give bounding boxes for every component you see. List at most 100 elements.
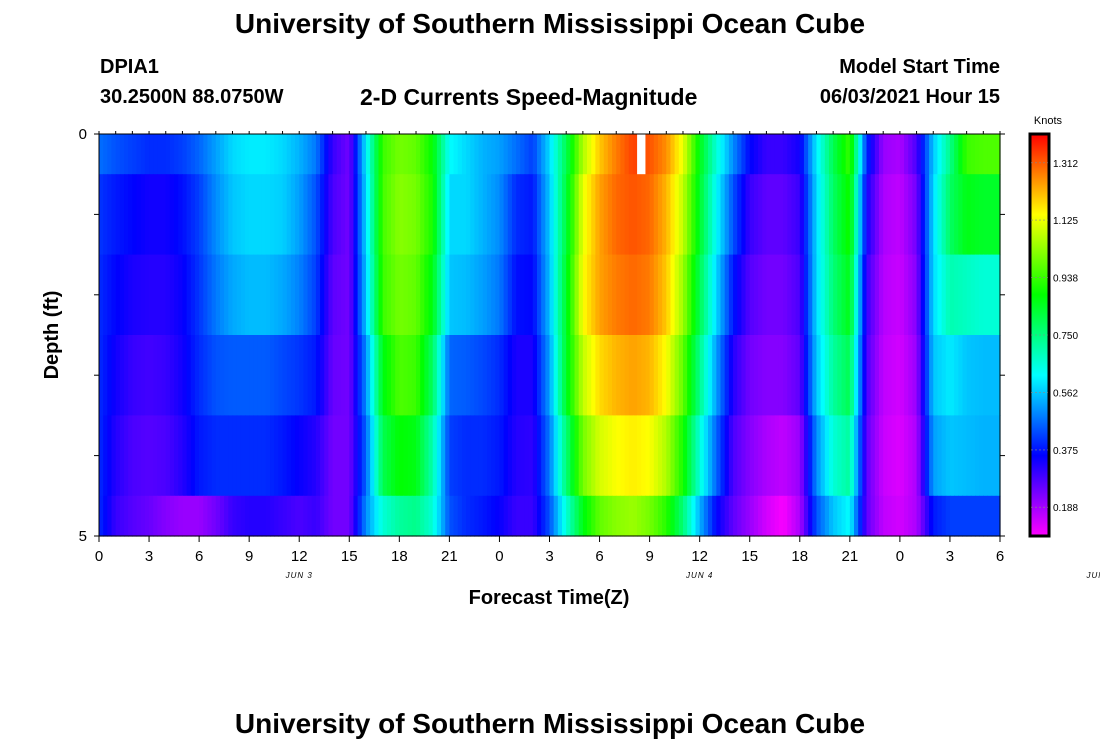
heatmap-cell bbox=[949, 174, 955, 256]
heatmap-cell bbox=[270, 174, 275, 256]
heatmap-cell bbox=[520, 134, 526, 175]
heatmap-cell bbox=[879, 415, 884, 497]
heatmap-cell bbox=[232, 335, 238, 416]
heatmap-cell bbox=[441, 134, 446, 175]
heatmap-cell bbox=[378, 254, 384, 336]
heatmap-cell bbox=[416, 134, 421, 175]
heatmap-cell bbox=[441, 415, 446, 497]
heatmap-cell bbox=[245, 335, 250, 416]
heatmap-cell bbox=[416, 415, 421, 497]
heatmap-cell bbox=[607, 134, 613, 175]
heatmap-cell bbox=[691, 174, 697, 256]
heatmap-cell bbox=[495, 415, 501, 497]
heatmap-cell bbox=[983, 415, 989, 497]
heatmap-cell bbox=[758, 134, 763, 175]
x-tick-label: 18 bbox=[791, 548, 808, 565]
heatmap-cell bbox=[528, 415, 534, 497]
heatmap-cell bbox=[403, 495, 409, 537]
heatmap-cell bbox=[328, 134, 334, 175]
heatmap-cell bbox=[983, 254, 989, 336]
heatmap-cell bbox=[441, 254, 446, 336]
heatmap-cell bbox=[274, 495, 279, 537]
heatmap-cell bbox=[666, 335, 672, 416]
heatmap-cell bbox=[345, 254, 350, 336]
heatmap-cell bbox=[386, 415, 392, 497]
heatmap-cell bbox=[858, 134, 863, 175]
heatmap-cell bbox=[949, 415, 955, 497]
heatmap-cell bbox=[178, 495, 184, 537]
heatmap-cell bbox=[228, 174, 234, 256]
heatmap-cell bbox=[816, 174, 822, 256]
heatmap-cell bbox=[224, 254, 229, 336]
heatmap-cell bbox=[303, 495, 309, 537]
heatmap-cell bbox=[103, 335, 108, 416]
heatmap-cell bbox=[728, 134, 734, 175]
heatmap-cell bbox=[883, 174, 888, 256]
heatmap-cell bbox=[240, 134, 246, 175]
heatmap-cell bbox=[991, 335, 997, 416]
heatmap-cell bbox=[758, 254, 763, 336]
heatmap-cell bbox=[111, 495, 117, 537]
heatmap-cell bbox=[311, 415, 317, 497]
heatmap-cell bbox=[245, 254, 250, 336]
heatmap-cell bbox=[841, 254, 847, 336]
heatmap-cell bbox=[745, 335, 751, 416]
heatmap-cell bbox=[424, 174, 430, 256]
heatmap-cell bbox=[536, 495, 542, 537]
heatmap-cell bbox=[624, 415, 630, 497]
heatmap-cell bbox=[603, 335, 609, 416]
heatmap-cell bbox=[733, 335, 738, 416]
heatmap-cell bbox=[211, 415, 217, 497]
heatmap-cell bbox=[657, 174, 663, 256]
heatmap-cell bbox=[803, 335, 809, 416]
heatmap-cell bbox=[795, 174, 801, 256]
heatmap-cell bbox=[553, 495, 559, 537]
heatmap-cell bbox=[432, 134, 438, 175]
heatmap-cell bbox=[516, 495, 521, 537]
heatmap-cell bbox=[107, 134, 113, 175]
heatmap-cell bbox=[845, 495, 851, 537]
heatmap-cell bbox=[332, 174, 338, 256]
heatmap-cell bbox=[741, 174, 747, 256]
heatmap-cell bbox=[849, 415, 855, 497]
heatmap-cell bbox=[841, 415, 847, 497]
heatmap-cell bbox=[236, 254, 242, 336]
heatmap-cell bbox=[595, 254, 601, 336]
heatmap-cell bbox=[461, 495, 467, 537]
heatmap-cell bbox=[336, 495, 342, 537]
heatmap-cell bbox=[261, 415, 267, 497]
heatmap-cell bbox=[536, 335, 542, 416]
heatmap-cell bbox=[328, 415, 334, 497]
heatmap-cell bbox=[799, 174, 805, 256]
heatmap-cell bbox=[249, 495, 254, 537]
heatmap-cell bbox=[995, 415, 1001, 497]
heatmap-cell bbox=[945, 174, 951, 256]
heatmap-cell bbox=[974, 495, 980, 537]
heatmap-cell bbox=[866, 335, 872, 416]
heatmap-cell bbox=[115, 415, 121, 497]
heatmap-cell bbox=[457, 134, 463, 175]
heatmap-cell bbox=[320, 174, 325, 256]
heatmap-cell bbox=[315, 134, 321, 175]
heatmap-cell bbox=[545, 254, 551, 336]
heatmap-cell bbox=[724, 174, 730, 256]
heatmap-cell bbox=[395, 335, 400, 416]
heatmap-cell bbox=[974, 254, 980, 336]
heatmap-cell bbox=[545, 134, 551, 175]
heatmap-cell bbox=[908, 495, 913, 537]
heatmap-cell bbox=[353, 495, 359, 537]
heatmap-cell bbox=[557, 495, 563, 537]
heatmap-cell bbox=[712, 335, 717, 416]
heatmap-cell bbox=[778, 254, 784, 336]
colorbar-tick-label: 1.312 bbox=[1053, 159, 1078, 170]
heatmap-cell bbox=[662, 495, 667, 537]
heatmap-cell bbox=[495, 174, 501, 256]
heatmap-cell bbox=[833, 174, 838, 256]
heatmap-cell bbox=[157, 335, 163, 416]
heatmap-cell bbox=[595, 174, 601, 256]
heatmap-cell bbox=[411, 134, 417, 175]
heatmap-cell bbox=[995, 495, 1001, 537]
heatmap-cell bbox=[595, 495, 601, 537]
heatmap-cell bbox=[249, 415, 254, 497]
heatmap-cell bbox=[445, 495, 450, 537]
